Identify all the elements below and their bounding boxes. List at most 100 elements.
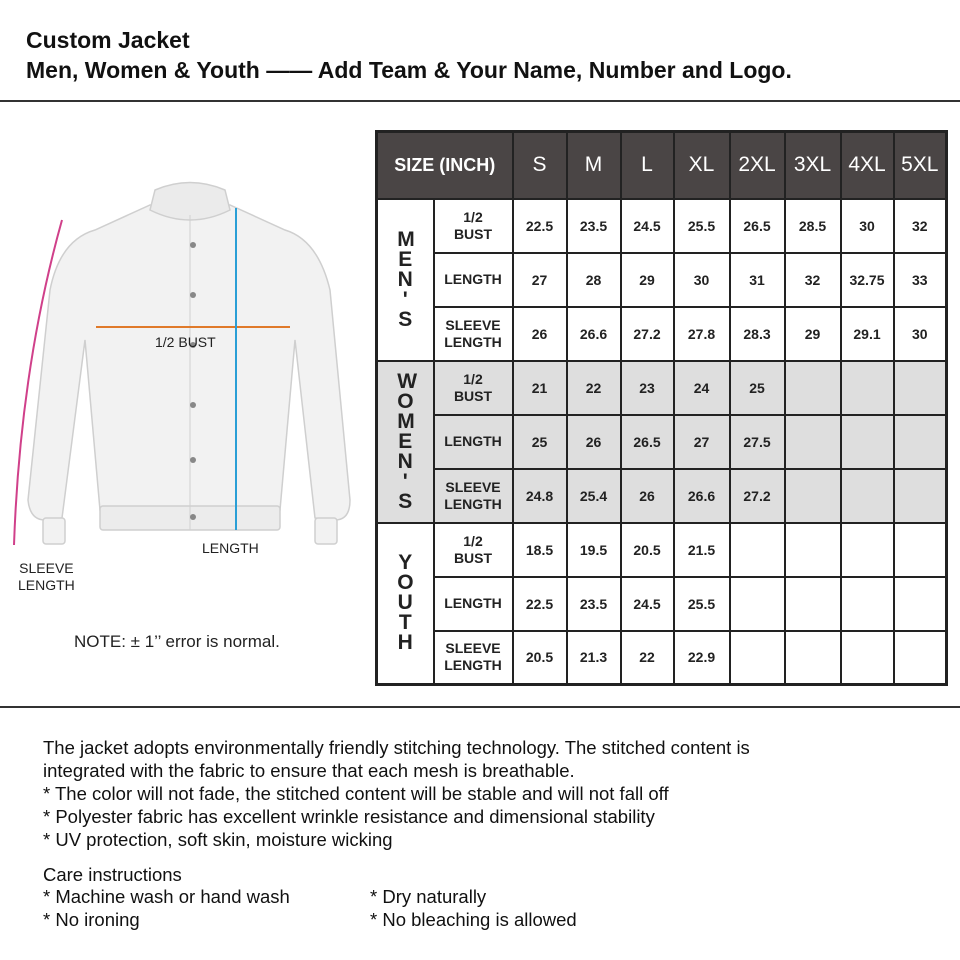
- size-value: 27: [511, 251, 568, 308]
- size-value: [839, 359, 895, 416]
- size-header: 4XL: [839, 130, 895, 200]
- size-value: 25: [728, 359, 786, 416]
- size-value: [839, 575, 895, 632]
- size-value: 21: [511, 359, 568, 416]
- size-value: [839, 467, 895, 524]
- size-value: 32: [892, 197, 948, 254]
- size-value: 20.5: [619, 521, 675, 578]
- size-value: 26: [619, 467, 675, 524]
- divider-bottom: [0, 706, 960, 708]
- group-name: YOUTH: [397, 551, 414, 655]
- table-row: SLEEVE LENGTH 26 26.6 27.2 27.8 28.3 29 29.1 30: [377, 305, 948, 362]
- size-value: 28: [565, 251, 622, 308]
- size-value: 26: [511, 305, 568, 362]
- table-row: YOUTH 1/2 BUST 18.5 19.5 20.5 21.5: [375, 521, 948, 686]
- size-value: 32.75: [839, 251, 895, 308]
- table-row: SLEEVE LENGTH 20.5 21.3 22 22.9: [377, 629, 948, 686]
- size-value: [783, 521, 842, 578]
- size-header: 3XL: [783, 130, 842, 200]
- size-value: [892, 629, 948, 686]
- size-value: 32: [783, 251, 842, 308]
- group-name: WOMEN'S: [397, 369, 418, 513]
- size-value: 19.5: [565, 521, 622, 578]
- size-value: 22: [565, 359, 622, 416]
- size-value: [783, 359, 842, 416]
- size-value: 22.5: [511, 197, 568, 254]
- size-value: 29: [783, 305, 842, 362]
- table-row: MEN'S 1/2 BUST 22.5 23.5 24.5 25.5 26.5 28.5 30 32: [375, 197, 948, 362]
- size-value: 28.5: [783, 197, 842, 254]
- size-value: 18.5: [511, 521, 568, 578]
- divider-top: [0, 100, 960, 102]
- size-value: [839, 413, 895, 470]
- size-value: [728, 521, 786, 578]
- care-item: * No bleaching is allowed: [370, 909, 577, 930]
- length-label: LENGTH: [202, 540, 259, 556]
- group-label: YOUTH: [375, 521, 435, 686]
- size-value: 25.5: [672, 575, 731, 632]
- size-value: 26.5: [728, 197, 786, 254]
- measure-label: SLEEVE LENGTH: [432, 467, 514, 524]
- size-value: 23: [619, 359, 675, 416]
- care-item: * Dry naturally: [370, 886, 487, 907]
- group-label: MEN'S: [375, 197, 435, 362]
- title-line-1: Custom Jacket: [26, 27, 190, 53]
- group-name: MEN'S: [397, 227, 415, 331]
- size-value: 26.6: [565, 305, 622, 362]
- title-line-2: Men, Women & Youth —— Add Team & Your Na…: [26, 57, 792, 83]
- feature-item: * Polyester fabric has excellent wrinkle…: [43, 806, 655, 827]
- size-header: S: [511, 130, 568, 200]
- size-header: 2XL: [728, 130, 786, 200]
- size-value: 27.2: [728, 467, 786, 524]
- size-value: 30: [672, 251, 731, 308]
- size-value: 31: [728, 251, 786, 308]
- size-value: [892, 359, 948, 416]
- size-value: [783, 413, 842, 470]
- jacket-illustration: [13, 181, 351, 546]
- sleeve-arrow: [13, 219, 63, 546]
- care-left: * Machine wash or hand wash * No ironing: [43, 885, 290, 931]
- group-label: WOMEN'S: [375, 359, 435, 524]
- measure-label: LENGTH: [432, 575, 514, 632]
- size-value: [728, 575, 786, 632]
- table-row: LENGTH 25 26 26.5 27 27.5: [377, 413, 948, 470]
- description-line: integrated with the fabric to ensure tha…: [43, 760, 575, 781]
- header-row: SIZE (INCH) S M L XL 2XL 3XL 4XL 5XL: [375, 130, 948, 200]
- feature-item: * UV protection, soft skin, moisture wic…: [43, 829, 393, 850]
- size-header: 5XL: [892, 130, 948, 200]
- size-value: 20.5: [511, 629, 568, 686]
- size-header: M: [565, 130, 622, 200]
- size-value: 24: [672, 359, 731, 416]
- error-note: NOTE: ± 1’’ error is normal.: [74, 632, 280, 651]
- measure-label: SLEEVE LENGTH: [432, 305, 514, 362]
- feature-item: * The color will not fade, the stitched …: [43, 783, 669, 804]
- size-value: 22.9: [672, 629, 731, 686]
- size-value: 24.5: [619, 575, 675, 632]
- size-value: 26.6: [672, 467, 731, 524]
- size-value: 29: [619, 251, 675, 308]
- care-item: * No ironing: [43, 909, 140, 930]
- size-value: 30: [892, 305, 948, 362]
- size-value: 25.5: [672, 197, 731, 254]
- size-header: L: [619, 130, 675, 200]
- size-value: [783, 629, 842, 686]
- size-value: 22: [619, 629, 675, 686]
- size-value: 22.5: [511, 575, 568, 632]
- size-value: [892, 413, 948, 470]
- size-value: [892, 521, 948, 578]
- table-row: WOMEN'S 1/2 BUST 21 22 23 24 25: [375, 359, 948, 524]
- size-value: 33: [892, 251, 948, 308]
- size-value: 26.5: [619, 413, 675, 470]
- size-value: [783, 575, 842, 632]
- care-right: * Dry naturally * No bleaching is allowe…: [370, 885, 577, 931]
- size-value: 27.5: [728, 413, 786, 470]
- measure-label: SLEEVE LENGTH: [432, 629, 514, 686]
- size-corner: SIZE (INCH): [375, 130, 514, 200]
- size-value: 23.5: [565, 197, 622, 254]
- measure-label: 1/2 BUST: [432, 197, 514, 254]
- measure-label: 1/2 BUST: [432, 359, 514, 416]
- measure-label: LENGTH: [432, 251, 514, 308]
- size-value: [839, 521, 895, 578]
- size-value: 30: [839, 197, 895, 254]
- table-row: LENGTH 22.5 23.5 24.5 25.5: [377, 575, 948, 632]
